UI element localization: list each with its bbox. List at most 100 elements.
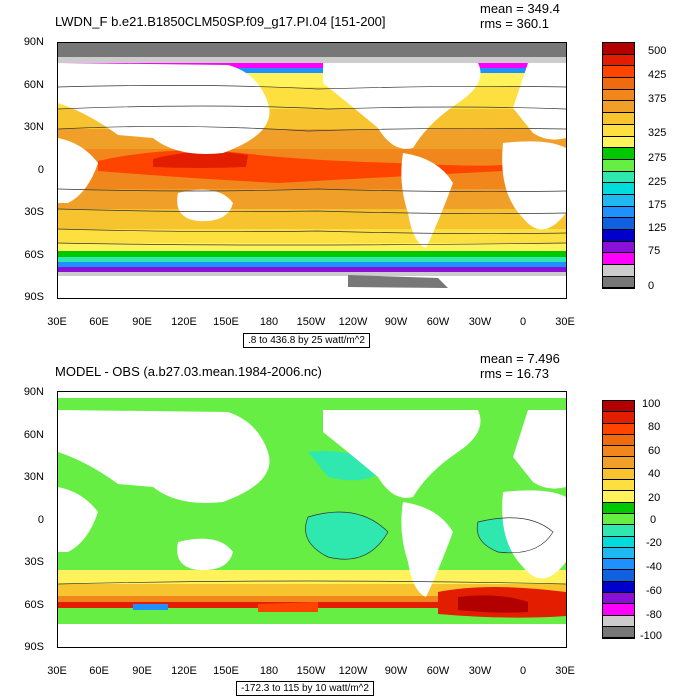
colorbar-segment [603,89,634,102]
panel2-colorbar-label: -80 [646,609,662,621]
colorbar-segment [603,43,634,55]
panel2-ylabel: 60S [24,599,44,611]
colorbar-segment [603,171,634,184]
colorbar-segment [603,457,634,469]
colorbar-segment [603,54,634,67]
panel2-xlabel: 30E [47,665,67,677]
panel2-contour-info: -172.3 to 115 by 10 watt/m^2 [236,681,374,696]
colorbar-segment [603,66,634,79]
colorbar-segment [603,513,634,526]
panel1-colorbar-label: 325 [648,127,667,139]
colorbar-segment [603,78,634,90]
panel2-colorbar [602,400,635,640]
panel1-ylabel: 90S [24,291,44,303]
panel1-xlabel: 30W [468,316,492,328]
panel1-title: LWDN_F b.e21.B1850CLM50SP.f09_g17.PI.04 … [55,14,386,29]
colorbar-segment [603,101,634,114]
panel2-colorbar-label: 20 [648,492,661,504]
colorbar-segment [603,434,634,447]
panel2-colorbar-label: -60 [646,585,662,597]
panel2-ylabel: 30N [23,471,44,483]
colorbar-segment [603,412,634,424]
colorbar-segment [603,570,634,582]
colorbar-segment [603,113,634,125]
panel2-ylabel: 60N [23,429,44,441]
colorbar-segment [603,276,634,289]
panel1-colorbar-label: 175 [648,199,667,211]
colorbar-segment [603,253,634,266]
colorbar-segment [603,241,634,254]
panel1-xlabel: 60W [426,316,450,328]
colorbar-segment [603,194,634,207]
colorbar-segment [603,230,634,242]
colorbar-segment [603,491,634,503]
panel1-ylabel: 60N [23,79,44,91]
panel2-colorbar-label: -20 [646,537,662,549]
panel2-xlabel: 30E [555,665,575,677]
panel2-ylabel: 30S [24,556,44,568]
panel1-xlabel: 150W [296,316,326,328]
panel1-ylabel: 60S [24,249,44,261]
colorbar-segment [603,547,634,560]
panel1-colorbar-label: 500 [648,45,667,57]
panel2-xlabel: 60E [89,665,109,677]
colorbar-segment [603,593,634,605]
panel1-xlabel: 60E [89,316,109,328]
colorbar-segment [603,423,634,435]
panel1-rms: rms = 360.1 [480,16,550,31]
panel1-colorbar-label: 0 [648,280,655,292]
panel2-ylabel: 90N [23,386,44,398]
colorbar-segment [603,604,634,616]
panel1-colorbar [602,42,635,290]
colorbar-segment [603,136,634,149]
colorbar-segment [603,218,634,230]
colorbar-segment [603,183,634,195]
panel1-map [57,42,567,299]
colorbar-segment [603,480,634,492]
panel2-map-field [58,392,566,647]
panel2-xlabel: 120E [171,665,197,677]
panel2-ylabel: 90S [24,641,44,653]
panel1-map-field [58,43,566,298]
colorbar-segment [603,502,634,514]
panel2-xlabel: 180 [259,665,279,677]
panel1-colorbar-label: 275 [648,152,667,164]
panel1-ylabel: 0 [37,164,44,176]
colorbar-segment [603,265,634,277]
panel2-xlabel: 90W [384,665,408,677]
panel2-xlabel: 150E [213,665,239,677]
panel1-contour-info: .8 to 436.8 by 25 watt/m^2 [243,333,370,348]
colorbar-segment [603,559,634,571]
panel1-xlabel: 120W [338,316,368,328]
colorbar-segment [603,581,634,594]
panel2-map [57,391,567,648]
panel2-colorbar-label: -100 [640,630,663,642]
panel1-colorbar-label: 225 [648,176,667,188]
panel2-xlabel: 0 [519,665,527,677]
panel1-ylabel: 30S [24,206,44,218]
panel2-colorbar-label: 60 [648,445,661,457]
colorbar-segment [603,536,634,548]
panel2-colorbar-label: 0 [650,514,657,526]
panel1-ylabel: 30N [23,121,44,133]
colorbar-segment [603,206,634,219]
panel1-colorbar-label: 75 [648,245,661,257]
panel1-colorbar-label: 425 [648,69,667,81]
colorbar-segment [603,148,634,160]
panel2-colorbar-label: 80 [648,421,661,433]
panel2-xlabel: 150W [296,665,326,677]
panel1-colorbar-label: 125 [648,222,667,234]
colorbar-segment [603,626,634,639]
panel1-xlabel: 30E [47,316,67,328]
panel2-ylabel: 0 [37,514,44,526]
panel1-xlabel: 180 [259,316,279,328]
panel1-xlabel: 90W [384,316,408,328]
panel2-mean: mean = 7.496 [480,351,560,366]
panel1-xlabel: 30E [555,316,575,328]
colorbar-segment [603,468,634,481]
panel2-title: MODEL - OBS (a.b27.03.mean.1984-2006.nc) [55,364,322,379]
panel2-xlabel: 90E [132,665,152,677]
panel2-colorbar-label: -40 [646,561,662,573]
panel2-colorbar-label: 100 [642,398,661,410]
colorbar-segment [603,446,634,458]
